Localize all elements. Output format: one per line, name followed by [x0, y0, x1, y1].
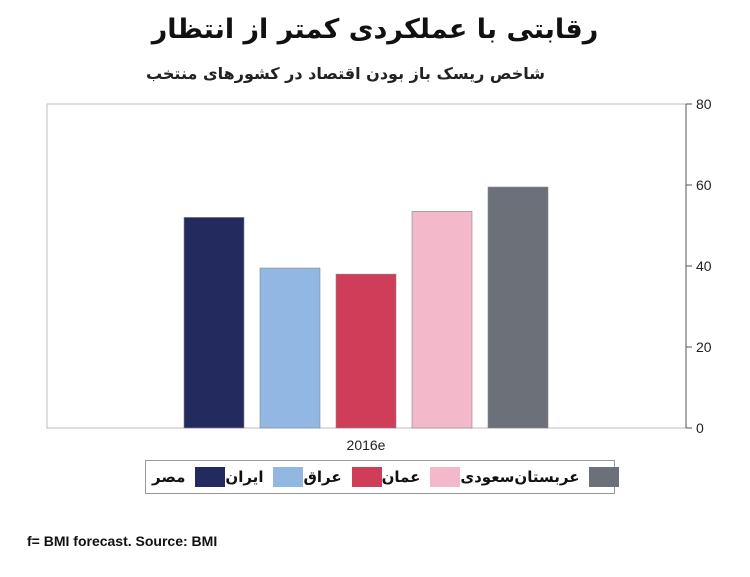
legend-item: عراق	[303, 467, 382, 487]
source-note: f= BMI forecast. Source: BMI	[27, 533, 218, 549]
y-tick-label: 40	[696, 258, 712, 274]
bar	[259, 267, 321, 429]
chart-title: رقابتی با عملکردی کمتر از انتظار	[151, 14, 599, 45]
legend: مصر ایران عراق عمان عربستان‌سعودی	[145, 460, 620, 494]
bar	[411, 211, 473, 429]
legend-swatch	[589, 467, 620, 487]
y-tick-label: 80	[696, 96, 712, 112]
y-tick-label: 20	[696, 339, 712, 355]
bar	[183, 217, 245, 429]
legend-label: مصر	[152, 468, 186, 486]
legend-label: عربستان‌سعودی	[460, 468, 580, 486]
legend-item: ایران	[225, 467, 304, 487]
bar	[335, 273, 397, 429]
legend-label: ایران	[225, 468, 264, 486]
legend-item: عمان	[382, 467, 461, 487]
bar-chart: 0 20 40 60 80 2016e	[46, 96, 712, 453]
legend-swatch	[273, 467, 304, 487]
legend-label: عراق	[303, 468, 342, 486]
legend-item: مصر	[152, 467, 226, 487]
legend-item: عربستان‌سعودی	[460, 467, 620, 487]
x-category-label: 2016e	[347, 437, 386, 453]
legend-swatch	[195, 467, 226, 487]
chart-subtitle: شاخص ریسک باز بودن اقتصاد در کشورهای منت…	[145, 64, 545, 83]
legend-swatch	[430, 467, 461, 487]
bar	[487, 186, 549, 429]
legend-label: عمان	[381, 468, 421, 486]
y-tick-label: 0	[696, 420, 704, 436]
y-tick-label: 60	[696, 177, 712, 193]
legend-swatch	[351, 467, 382, 487]
